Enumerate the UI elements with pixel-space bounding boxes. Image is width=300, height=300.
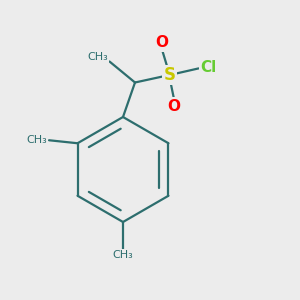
Text: CH₃: CH₃ <box>87 52 108 62</box>
Text: CH₃: CH₃ <box>112 250 134 260</box>
Text: CH₃: CH₃ <box>26 135 46 145</box>
Text: S: S <box>164 66 175 84</box>
Text: O: O <box>155 35 169 50</box>
Text: Cl: Cl <box>200 60 217 75</box>
Text: O: O <box>167 99 181 114</box>
